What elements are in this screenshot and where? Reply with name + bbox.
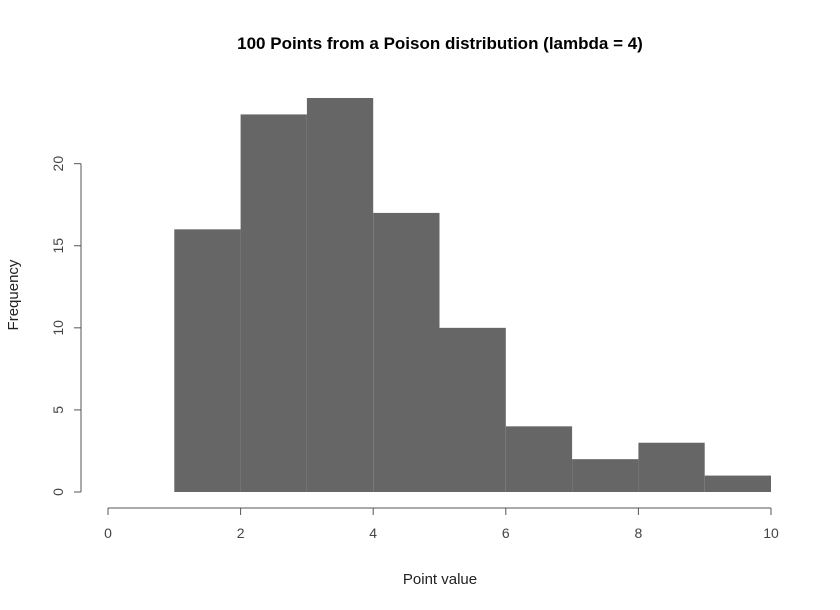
histogram-bar-2 — [240, 114, 307, 493]
histogram-bar-6 — [505, 426, 573, 492]
y-tick-label: 15 — [50, 238, 66, 254]
y-axis-label: Frequency — [5, 259, 22, 330]
histogram-bar-7 — [572, 459, 639, 492]
x-tick-label: 6 — [502, 525, 510, 541]
y-tick-label: 10 — [50, 320, 66, 336]
y-axis: 0 5 10 15 20 — [50, 156, 82, 496]
histogram-bar-9 — [704, 475, 771, 492]
x-axis-label: Point value — [403, 571, 477, 588]
bars-group — [174, 98, 771, 493]
histogram-bar-4 — [373, 212, 440, 492]
y-tick-label: 0 — [50, 488, 66, 496]
histogram-bar-8 — [638, 442, 705, 492]
histogram-bar-3 — [306, 98, 374, 492]
x-tick-label: 10 — [763, 525, 779, 541]
x-tick-label: 0 — [104, 525, 112, 541]
histogram-bar-1 — [174, 229, 241, 493]
x-axis: 0 2 4 6 8 10 — [104, 507, 779, 541]
chart-title: 100 Points from a Poison distribution (l… — [237, 34, 643, 53]
x-tick-label: 8 — [635, 525, 643, 541]
y-tick-label: 20 — [50, 156, 66, 172]
x-tick-label: 4 — [369, 525, 377, 541]
y-tick-label: 5 — [50, 406, 66, 414]
histogram-bar-5 — [439, 327, 506, 492]
x-tick-label: 2 — [237, 525, 245, 541]
